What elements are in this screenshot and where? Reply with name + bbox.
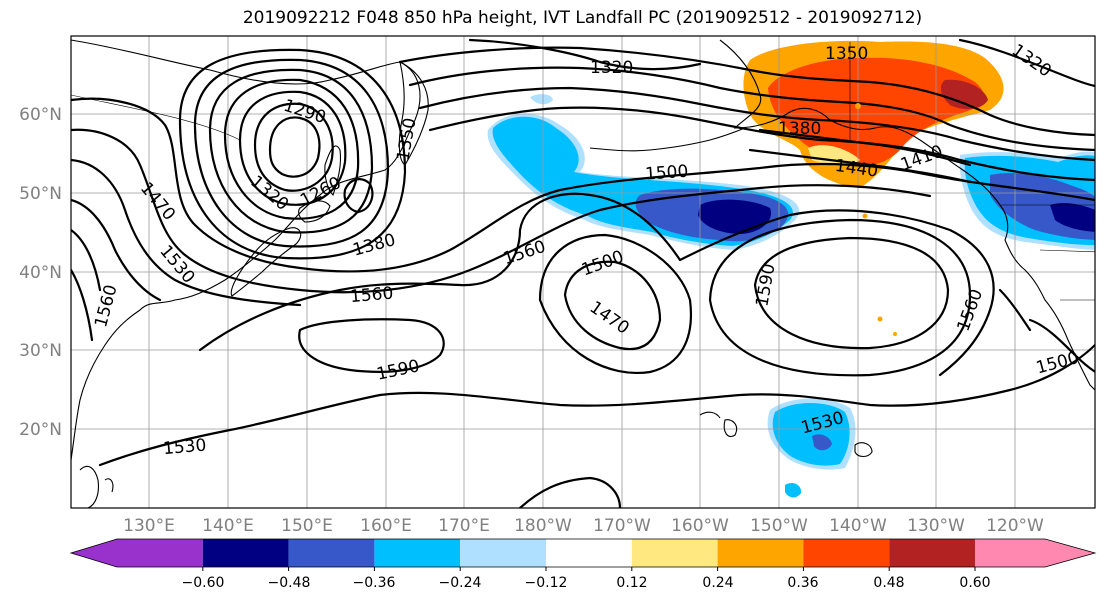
map-area: 1290 1260 1320 1350 1380 1470 1530 1560 …	[71, 36, 1100, 508]
coastline-hawaii	[700, 412, 737, 436]
lon-label: 180°W	[514, 516, 572, 536]
colorbar-segment	[289, 539, 375, 567]
lat-label: 20°N	[19, 420, 62, 440]
coastline-philippines	[80, 466, 113, 508]
colorbar-tick-label: −0.36	[353, 575, 396, 591]
colorbar-segment	[975, 539, 1045, 567]
colorbar-tick-label: −0.60	[182, 575, 225, 591]
colorbar-ticks	[203, 567, 975, 571]
colorbar-segment	[632, 539, 718, 567]
longitude-labels: 130°E 140°E 150°E 160°E 170°E 180°W 170°…	[123, 516, 1044, 536]
contour-label: 1470	[586, 297, 633, 338]
contour-label: 1590	[375, 356, 421, 385]
marker-dot	[878, 317, 883, 322]
contour-label: 1500	[1034, 348, 1081, 379]
lat-label: 40°N	[19, 263, 62, 283]
contour-label: 1350	[393, 116, 420, 162]
contour-label: 1530	[162, 435, 207, 459]
contour-line	[71, 270, 92, 340]
colorbar-segment	[889, 539, 975, 567]
contour-line	[470, 40, 700, 69]
contour-line	[71, 200, 160, 300]
contour-line	[755, 238, 948, 348]
latitude-labels: 60°N 50°N 40°N 30°N 20°N	[19, 105, 62, 440]
marker-dot	[863, 214, 868, 219]
contour-line	[71, 99, 1095, 272]
contour-label: 1500	[644, 162, 689, 185]
colorbar-tick-label: 0.48	[873, 575, 904, 591]
coastline-island	[855, 443, 872, 457]
colorbar-tick-label: 0.36	[787, 575, 818, 591]
colorbar-tick-label: −0.24	[439, 575, 482, 591]
lon-label: 120°W	[986, 516, 1044, 536]
lon-label: 140°W	[829, 516, 887, 536]
contour-label: 1320	[590, 58, 633, 78]
lon-label: 170°E	[438, 516, 490, 536]
contour-line	[565, 262, 660, 349]
contour-label: 1410	[898, 142, 945, 176]
lon-label: 130°E	[123, 516, 175, 536]
lat-label: 30°N	[19, 341, 62, 361]
contour-line	[520, 478, 620, 508]
contour-label: 1560	[91, 283, 122, 330]
colorbar-segment	[803, 539, 889, 567]
colorbar-segment	[718, 539, 804, 567]
lat-label: 50°N	[19, 184, 62, 204]
lon-label: 170°W	[593, 516, 651, 536]
contour-line	[270, 117, 319, 176]
lon-label: 130°W	[907, 516, 965, 536]
coastline-aleutians	[590, 128, 745, 151]
contour-label: 1560	[501, 237, 548, 269]
colorbar-segment	[203, 539, 289, 567]
colorbar-tick-label: 0.24	[702, 575, 733, 591]
colorbar: −0.60 −0.48 −0.36 −0.24 −0.12 0.12 0.24 …	[71, 539, 1095, 591]
marker-dot	[855, 103, 861, 109]
contour-label: 1560	[349, 283, 394, 307]
ivt-negative-region	[530, 94, 553, 104]
contour-line	[210, 70, 372, 233]
lon-label: 150°W	[750, 516, 808, 536]
colorbar-segment	[546, 539, 632, 567]
colorbar-tick-label: −0.12	[525, 575, 568, 591]
contour-label: 1380	[778, 119, 821, 139]
colorbar-segment	[117, 539, 203, 567]
ivt-negative-region	[785, 483, 801, 497]
lon-label: 160°E	[360, 516, 412, 536]
lon-label: 160°W	[671, 516, 729, 536]
colorbar-extend-low	[71, 539, 117, 567]
contour-label: 1590	[752, 262, 779, 308]
colorbar-extend-high	[1045, 539, 1095, 567]
contour-label: 1500	[579, 247, 626, 281]
lon-label: 150°E	[281, 516, 333, 536]
lon-label: 140°E	[202, 516, 254, 536]
colorbar-tick-label: 0.60	[959, 575, 990, 591]
colorbar-segment	[460, 539, 546, 567]
colorbar-segment	[374, 539, 460, 567]
contour-line	[299, 319, 444, 372]
contour-label: 1350	[825, 44, 868, 64]
lat-label: 60°N	[19, 105, 62, 125]
marker-dot	[893, 332, 897, 336]
colorbar-tick-label: 0.12	[616, 575, 647, 591]
contour-line	[71, 230, 100, 290]
contour-label: 1470	[136, 179, 179, 225]
map-figure: 1290 1260 1320 1350 1380 1470 1530 1560 …	[0, 0, 1105, 601]
colorbar-tick-label: −0.48	[268, 575, 311, 591]
